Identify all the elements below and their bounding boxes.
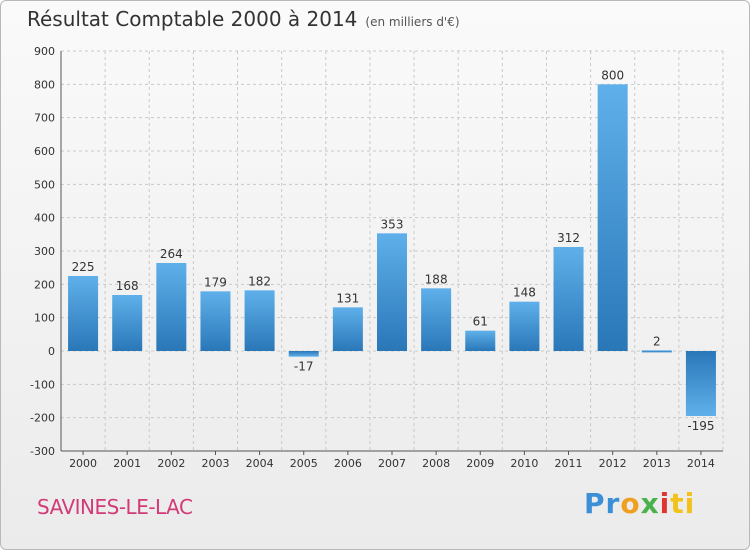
x-tick-label: 2011: [555, 457, 583, 470]
y-tick-label: 100: [34, 312, 55, 325]
logo-part: i: [659, 487, 671, 520]
chart-title: Résultat Comptable 2000 à 2014 (en millie…: [27, 7, 460, 31]
y-tick-label: -200: [30, 412, 55, 425]
logo-part: ti: [670, 487, 696, 520]
logo-part: Pr: [584, 487, 621, 520]
bar: [200, 291, 231, 351]
axes: -300 -200 -100 0 100 200 300 400 500 600 700 800 900…: [30, 45, 723, 470]
x-tick-label: 2002: [157, 457, 185, 470]
data-label: 264: [160, 247, 183, 261]
y-tick-label: 600: [34, 145, 55, 158]
data-label: 179: [204, 275, 227, 289]
y-tick-label: 900: [34, 45, 55, 58]
bar: [509, 301, 540, 351]
y-tick-label: -100: [30, 378, 55, 391]
y-tick-label: 700: [34, 112, 55, 125]
logo-part: o: [620, 487, 641, 520]
x-tick-label: 2006: [334, 457, 362, 470]
bar: [465, 330, 496, 351]
bars: [68, 84, 716, 416]
logo-part: x: [640, 487, 660, 520]
x-tick-label: 2008: [422, 457, 450, 470]
data-label: 61: [473, 315, 488, 329]
proxiti-logo[interactable]: Proxiti: [584, 487, 695, 520]
data-label: -17: [294, 360, 314, 374]
bar: [553, 247, 584, 351]
x-tick-label: 2014: [687, 457, 715, 470]
chart-subtitle: (en milliers d'€): [365, 15, 460, 29]
y-tick-label: 400: [34, 212, 55, 225]
bar: [641, 350, 672, 353]
x-tick-label: 2004: [246, 457, 274, 470]
bar: [421, 288, 452, 351]
bar: [288, 351, 319, 357]
y-tick-label: 800: [34, 78, 55, 91]
x-tick-label: 2010: [510, 457, 538, 470]
data-labels: 225 168 264 179 182 -17 131 353 188 61 148 312 800 2 -…: [72, 68, 715, 433]
x-tick-label: 2009: [466, 457, 494, 470]
y-tick-label: 200: [34, 278, 55, 291]
x-tick-label: 2005: [290, 457, 318, 470]
bar: [244, 290, 275, 351]
x-tick-label: 2013: [643, 457, 671, 470]
x-tick-label: 2000: [69, 457, 97, 470]
x-tick-label: 2001: [113, 457, 141, 470]
y-tick-label: 500: [34, 178, 55, 191]
bar: [685, 351, 716, 416]
data-label: 800: [601, 68, 624, 82]
chart-title-text: Résultat Comptable 2000 à 2014: [27, 7, 358, 31]
x-tick-label: 2007: [378, 457, 406, 470]
y-tick-label: 0: [48, 345, 55, 358]
data-label: 188: [425, 272, 448, 286]
bar: [156, 263, 187, 351]
data-label: 2: [653, 334, 661, 348]
bar: [376, 233, 408, 351]
data-label: 168: [116, 279, 139, 293]
bar: [112, 295, 143, 351]
y-tick-label: 300: [34, 245, 55, 258]
x-tick-label: 2012: [599, 457, 627, 470]
data-label: 225: [72, 260, 95, 274]
data-label: 312: [557, 231, 580, 245]
city-name: SAVINES-LE-LAC: [37, 495, 193, 519]
bar: [332, 307, 363, 351]
data-label: 182: [248, 274, 271, 288]
data-label: -195: [687, 419, 714, 433]
bar: [68, 276, 99, 351]
y-tick-label: -300: [30, 445, 55, 458]
data-label: 148: [513, 286, 536, 300]
bar: [597, 84, 628, 351]
data-label: 131: [336, 291, 359, 305]
data-label: 353: [381, 217, 404, 231]
x-tick-label: 2003: [201, 457, 229, 470]
